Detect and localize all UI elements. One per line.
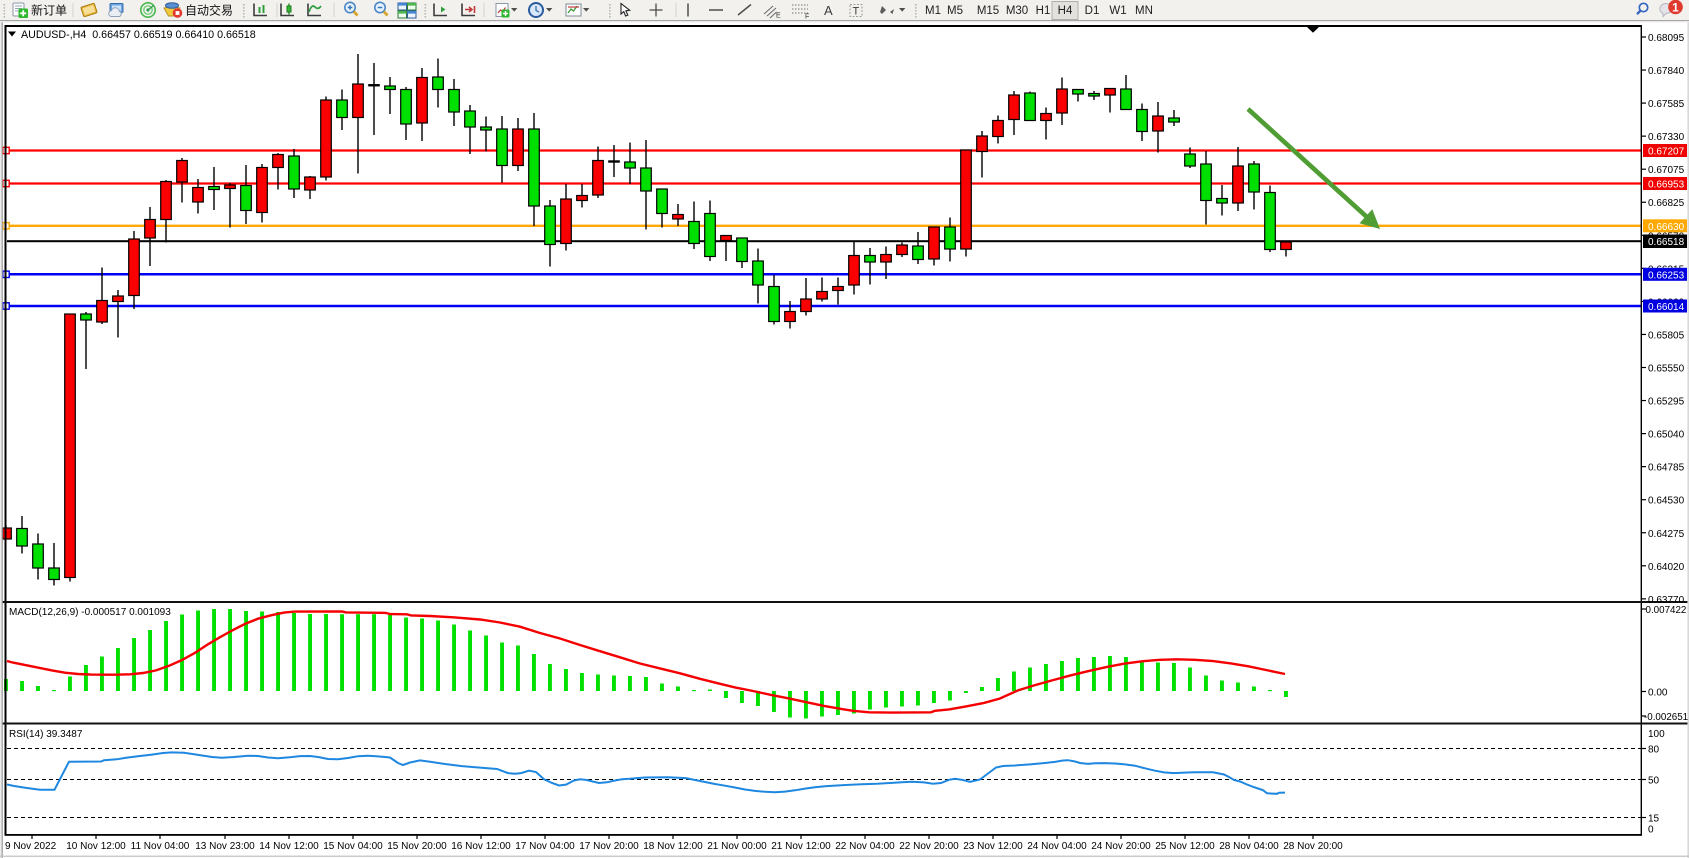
- svg-text:F: F: [805, 14, 809, 21]
- svg-text:D1: D1: [1085, 5, 1100, 17]
- svg-text:自动交易: 自动交易: [185, 3, 233, 18]
- svg-text:0.64530: 0.64530: [1648, 496, 1685, 507]
- svg-text:0.66253: 0.66253: [1648, 270, 1685, 281]
- svg-text:0.66630: 0.66630: [1648, 222, 1685, 233]
- svg-text:23 Nov 12:00: 23 Nov 12:00: [963, 841, 1023, 852]
- svg-text:10 Nov 12:00: 10 Nov 12:00: [66, 841, 126, 852]
- svg-text:21 Nov 00:00: 21 Nov 00:00: [707, 841, 767, 852]
- svg-text:M15: M15: [977, 5, 999, 17]
- svg-text:M5: M5: [947, 5, 963, 17]
- svg-text:H1: H1: [1036, 5, 1051, 17]
- svg-text:0.65805: 0.65805: [1648, 330, 1685, 341]
- svg-text:W1: W1: [1109, 5, 1126, 17]
- svg-text:H4: H4: [1058, 5, 1073, 17]
- svg-text:0.68095: 0.68095: [1648, 33, 1685, 44]
- svg-text:17 Nov 20:00: 17 Nov 20:00: [579, 841, 639, 852]
- svg-text:24 Nov 20:00: 24 Nov 20:00: [1091, 841, 1151, 852]
- svg-text:0.007422: 0.007422: [1646, 605, 1687, 616]
- svg-text:17 Nov 04:00: 17 Nov 04:00: [515, 841, 575, 852]
- svg-text:AUDUSD-,H4 0.66457 0.66519 0.: AUDUSD-,H4 0.66457 0.66519 0.66410 0.665…: [21, 29, 256, 41]
- svg-text:0.63770: 0.63770: [1648, 595, 1685, 606]
- svg-text:新订单: 新订单: [31, 3, 67, 18]
- svg-text:15: 15: [1648, 814, 1660, 825]
- svg-text:25 Nov 12:00: 25 Nov 12:00: [1155, 841, 1215, 852]
- svg-text:0.67075: 0.67075: [1648, 165, 1685, 176]
- svg-text:-0.002651: -0.002651: [1644, 712, 1688, 723]
- svg-text:0.67840: 0.67840: [1648, 66, 1685, 77]
- svg-text:MN: MN: [1135, 5, 1153, 17]
- svg-text:M30: M30: [1006, 5, 1028, 17]
- svg-text:50: 50: [1648, 776, 1660, 787]
- svg-text:0.64275: 0.64275: [1648, 529, 1685, 540]
- svg-text:0.65040: 0.65040: [1648, 430, 1685, 441]
- svg-text:13 Nov 23:00: 13 Nov 23:00: [195, 841, 255, 852]
- svg-text:15 Nov 04:00: 15 Nov 04:00: [323, 841, 383, 852]
- svg-text:22 Nov 20:00: 22 Nov 20:00: [899, 841, 959, 852]
- svg-text:1: 1: [1672, 1, 1679, 15]
- svg-text:T: T: [853, 6, 860, 18]
- svg-text:18 Nov 12:00: 18 Nov 12:00: [643, 841, 703, 852]
- svg-text:0.64785: 0.64785: [1648, 463, 1685, 474]
- svg-text:0.00: 0.00: [1648, 688, 1668, 699]
- svg-text:0.64020: 0.64020: [1648, 562, 1685, 573]
- svg-text:28 Nov 04:00: 28 Nov 04:00: [1219, 841, 1279, 852]
- svg-text:0.67585: 0.67585: [1648, 99, 1685, 110]
- svg-text:21 Nov 12:00: 21 Nov 12:00: [771, 841, 831, 852]
- svg-text:14 Nov 12:00: 14 Nov 12:00: [259, 841, 319, 852]
- svg-text:0.67330: 0.67330: [1648, 132, 1685, 143]
- svg-text:24 Nov 04:00: 24 Nov 04:00: [1027, 841, 1087, 852]
- svg-text:0.66014: 0.66014: [1648, 302, 1685, 313]
- svg-text:80: 80: [1648, 745, 1660, 756]
- svg-text:MACD(12,26,9) -0.000517 0.0010: MACD(12,26,9) -0.000517 0.001093: [9, 607, 171, 618]
- svg-text:0.66825: 0.66825: [1648, 198, 1685, 209]
- svg-text:M1: M1: [925, 5, 941, 17]
- svg-text:0: 0: [1648, 825, 1654, 836]
- svg-text:15 Nov 20:00: 15 Nov 20:00: [387, 841, 447, 852]
- svg-text:16 Nov 12:00: 16 Nov 12:00: [451, 841, 511, 852]
- svg-text:0.67207: 0.67207: [1648, 147, 1685, 158]
- svg-text:RSI(14) 39.3487: RSI(14) 39.3487: [9, 729, 83, 740]
- svg-text:22 Nov 04:00: 22 Nov 04:00: [835, 841, 895, 852]
- svg-text:100: 100: [1648, 729, 1665, 740]
- svg-text:28 Nov 20:00: 28 Nov 20:00: [1283, 841, 1343, 852]
- svg-text:0.65550: 0.65550: [1648, 364, 1685, 375]
- svg-text:0.65295: 0.65295: [1648, 397, 1685, 408]
- svg-text:E: E: [776, 13, 781, 20]
- svg-text:0.66953: 0.66953: [1648, 180, 1685, 191]
- svg-text:0.66518: 0.66518: [1648, 237, 1685, 248]
- svg-text:11 Nov 04:00: 11 Nov 04:00: [131, 841, 190, 852]
- svg-text:A: A: [824, 3, 833, 18]
- svg-text:9 Nov 2022: 9 Nov 2022: [5, 841, 57, 852]
